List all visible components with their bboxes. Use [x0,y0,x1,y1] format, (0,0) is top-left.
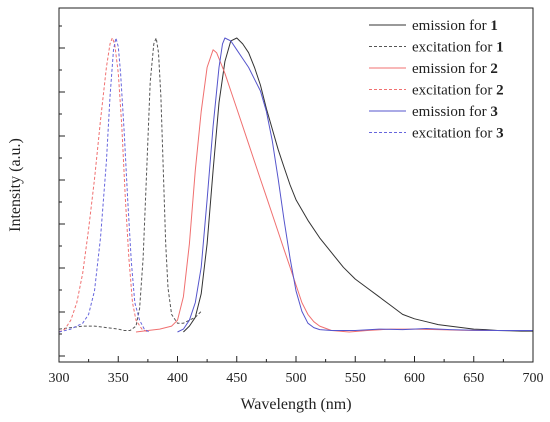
legend-entry-6: excitation for 3 [412,126,504,142]
legend-entry-4: excitation for 2 [412,83,504,99]
series-line-2 [58,37,202,331]
series-line-5 [177,37,533,333]
x-tick-label-400: 400 [167,371,188,386]
legend-entry-3: emission for 2 [412,61,498,77]
x-axis-tick-labels: 300 350 400 450 500 550 600 650 700 [49,371,544,386]
x-axis-ticks [58,356,534,362]
legend-entry-5: emission for 3 [412,104,498,120]
x-tick-label-650: 650 [463,371,484,386]
series-line-4 [58,37,149,333]
legend-entry-2: excitation for 1 [412,40,504,56]
x-axis-label: Wavelength (nm) [240,396,351,413]
x-tick-label-700: 700 [523,371,544,386]
series-line-1 [183,37,533,333]
y-axis-ticks [59,25,65,357]
y-axis-label: Intensity (a.u.) [7,138,24,232]
plot-lines [58,37,533,333]
series-line-3 [135,49,533,333]
x-tick-label-350: 350 [108,371,129,386]
x-tick-label-450: 450 [226,371,247,386]
legend-entry-1: emission for 1 [412,18,498,34]
x-tick-label-500: 500 [286,371,307,386]
x-tick-label-300: 300 [49,371,70,386]
x-tick-label-600: 600 [404,371,425,386]
series-line-6 [58,37,150,333]
legend: emission for 1 excitation for 1 emission f… [369,18,504,142]
x-tick-label-550: 550 [345,371,366,386]
